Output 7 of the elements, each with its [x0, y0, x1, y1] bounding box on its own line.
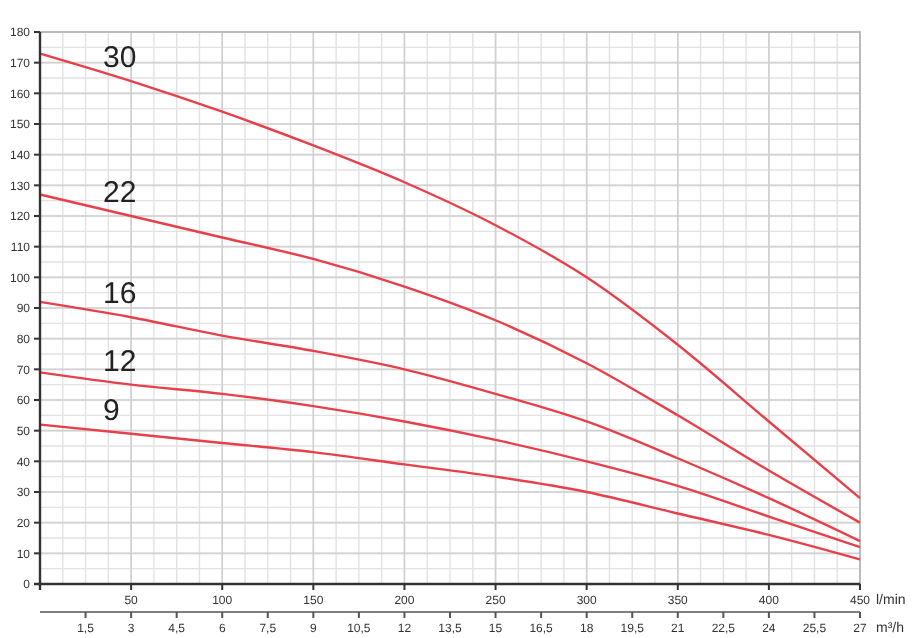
- series-label: 16: [103, 277, 137, 312]
- line-series: [38, 300, 862, 543]
- series-label: 30: [103, 41, 137, 76]
- line-series: [38, 423, 862, 561]
- series-label: 9: [103, 393, 120, 428]
- series-label: 12: [103, 344, 137, 379]
- series-label: 22: [103, 176, 137, 210]
